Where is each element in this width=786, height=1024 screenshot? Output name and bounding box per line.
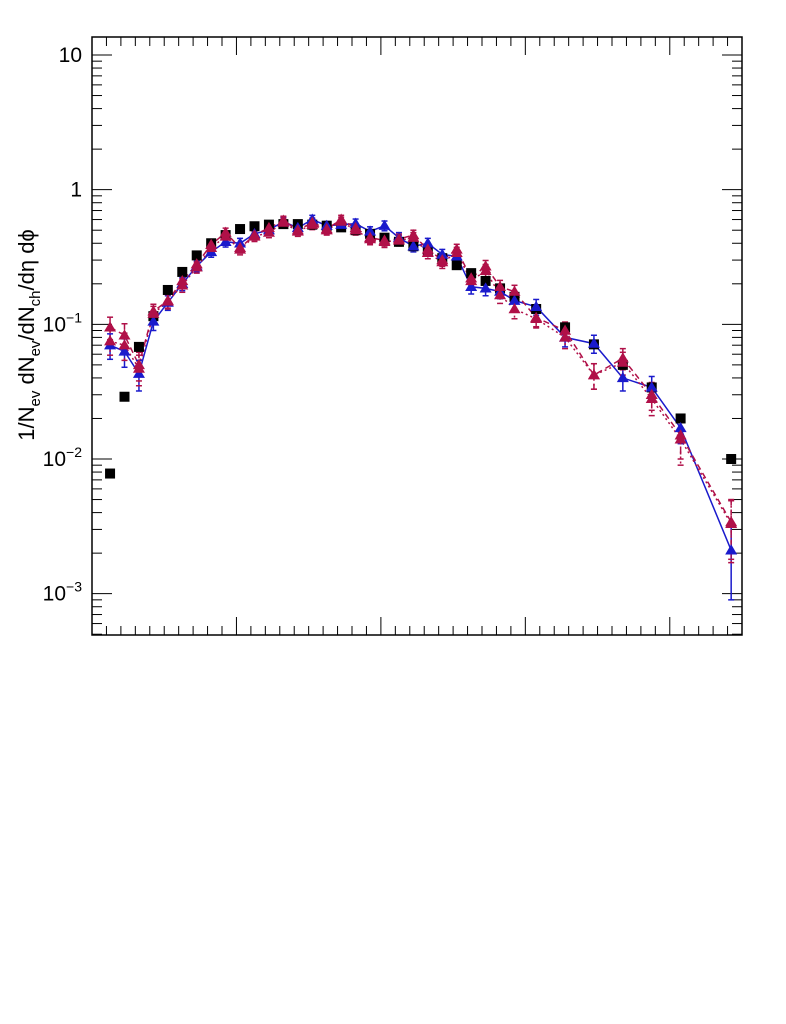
y-axis-title-sub: ev — [27, 340, 44, 356]
triangle-marker — [494, 280, 507, 292]
triangle-marker — [118, 339, 131, 350]
triangle-marker — [205, 241, 218, 253]
y-tick-label: 10−3 — [43, 579, 83, 606]
y-tick-label-exponent: −1 — [66, 309, 82, 325]
square-marker — [177, 266, 188, 277]
square-marker — [133, 341, 144, 352]
square-marker — [105, 468, 116, 479]
triangle-marker — [508, 285, 521, 296]
triangle-marker — [616, 371, 629, 383]
triangle-marker — [530, 312, 543, 323]
square-marker — [119, 391, 130, 402]
triangle-marker — [725, 544, 738, 555]
triangle-marker — [104, 321, 117, 332]
triangle-marker — [147, 315, 160, 326]
triangle-marker — [508, 302, 521, 314]
triangle-marker — [161, 295, 174, 306]
triangle-marker — [335, 215, 348, 226]
y-tick-label-base: 10 — [59, 44, 82, 67]
y-tick-label: 10−2 — [43, 444, 83, 471]
triangle-marker — [349, 224, 362, 235]
triangle-marker — [392, 234, 405, 245]
triangle-marker — [465, 280, 478, 292]
y-axis-title-part: dN — [14, 356, 39, 390]
triangle-marker — [508, 294, 521, 305]
triangle-marker — [132, 367, 145, 378]
triangle-marker — [407, 231, 420, 242]
triangle-marker — [450, 246, 463, 257]
triangle-marker — [587, 337, 600, 348]
triangle-marker — [234, 243, 247, 254]
square-marker — [451, 260, 462, 271]
triangle-marker — [465, 274, 478, 286]
triangle-marker — [559, 324, 572, 335]
square-marker — [191, 250, 202, 261]
triangle-marker — [530, 300, 543, 311]
triangle-marker — [147, 307, 160, 318]
triangle-marker — [421, 246, 434, 257]
triangle-marker — [616, 356, 629, 367]
square-marker — [235, 224, 246, 235]
triangle-marker — [645, 381, 658, 392]
y-axis-title-part: 1/N — [14, 407, 39, 441]
triangle-marker — [674, 421, 687, 433]
triangle-marker — [132, 362, 145, 373]
triangle-marker — [494, 289, 507, 300]
y-axis-title-sub: ch — [27, 290, 44, 306]
triangle-marker — [190, 261, 203, 272]
triangle-marker — [104, 335, 117, 346]
triangle-marker — [559, 331, 572, 342]
triangle-marker — [219, 230, 232, 241]
triangle-marker — [291, 225, 304, 236]
triangle-marker — [118, 329, 131, 340]
triangle-marker — [378, 219, 391, 230]
triangle-marker — [479, 282, 492, 293]
plot-frame — [91, 36, 743, 636]
triangle-marker — [176, 279, 189, 290]
y-tick-label-base: 10 — [43, 313, 66, 336]
y-axis-title-part: /dN — [14, 306, 39, 340]
y-tick-label: 10 — [59, 44, 82, 67]
triangle-marker — [436, 256, 449, 267]
triangle-marker — [118, 345, 131, 356]
y-tick-label: 1 — [70, 179, 82, 202]
triangle-marker — [479, 264, 492, 275]
y-tick-label-exponent: −2 — [66, 444, 82, 460]
triangle-marker — [248, 230, 261, 241]
triangle-marker — [364, 233, 377, 244]
y-tick-label-base: 10 — [43, 448, 66, 471]
triangle-marker — [262, 226, 275, 237]
triangle-marker — [320, 224, 333, 235]
y-tick-label-base: 1 — [70, 179, 82, 202]
y-tick-label-exponent: −3 — [66, 579, 82, 595]
square-marker — [675, 413, 686, 424]
y-axis-title: 1/Nev dNev/dNch/dη dϕ — [14, 229, 44, 441]
y-tick-label-base: 10 — [43, 583, 66, 606]
triangle-marker — [645, 392, 658, 403]
y-axis-title-sub: ev — [27, 390, 44, 406]
square-marker — [249, 221, 260, 232]
triangle-marker — [587, 369, 600, 380]
square-marker — [162, 284, 173, 295]
triangle-marker — [407, 240, 420, 251]
square-marker — [480, 275, 491, 286]
y-tick-label: 10−1 — [43, 309, 83, 336]
triangle-marker — [364, 225, 377, 236]
data-markers — [104, 213, 738, 555]
axis-ticks — [91, 37, 743, 635]
triangle-marker — [674, 433, 687, 444]
triangle-marker — [421, 237, 434, 248]
triangle-marker — [306, 218, 319, 229]
y-axis-title-part: /dη dϕ — [14, 229, 39, 290]
triangle-marker — [436, 248, 449, 259]
triangle-marker — [378, 235, 391, 247]
triangle-marker — [277, 216, 290, 227]
triangle-marker — [725, 517, 738, 529]
triangle-marker — [219, 235, 232, 247]
square-marker — [726, 454, 737, 465]
